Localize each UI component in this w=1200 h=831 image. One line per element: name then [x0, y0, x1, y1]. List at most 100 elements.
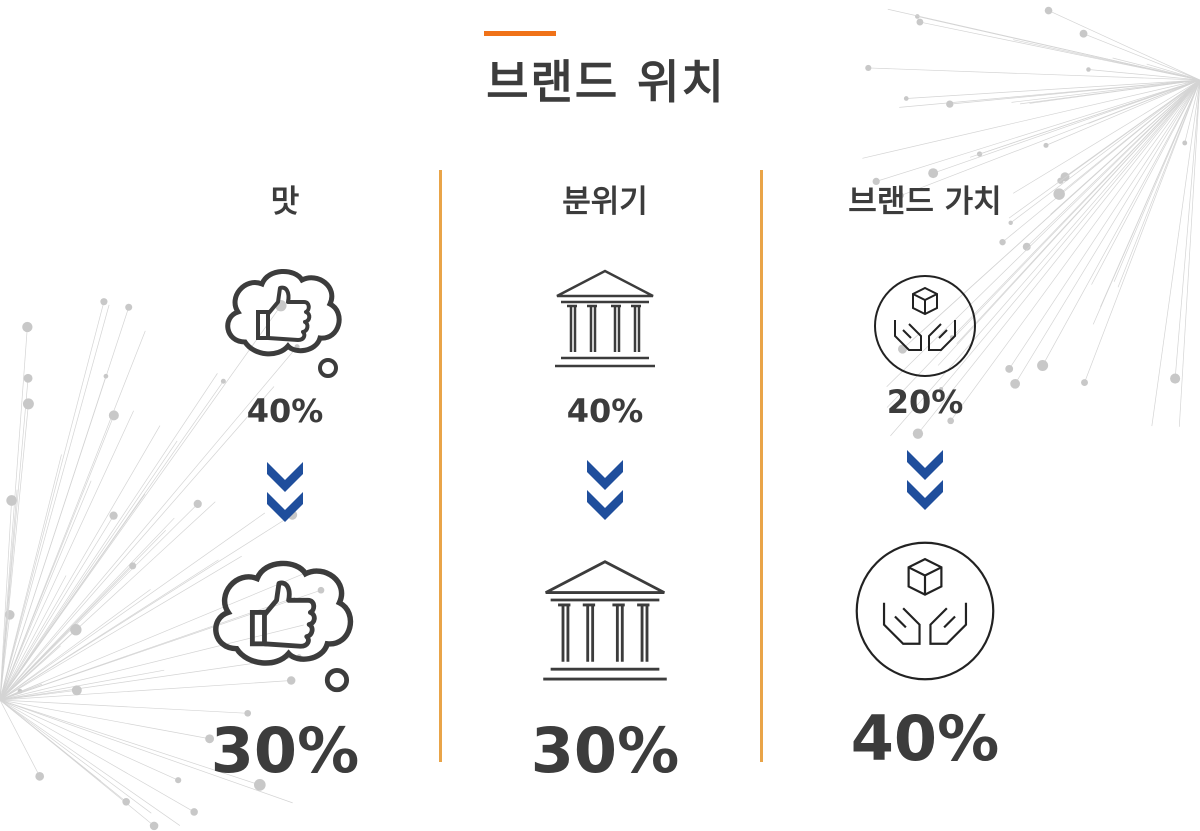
- network-line: [950, 79, 1200, 422]
- network-line: [1083, 33, 1200, 81]
- hands-holding-box-icon: [874, 275, 976, 377]
- network-line: [0, 381, 224, 701]
- network-node: [1081, 379, 1088, 387]
- network-line: [1112, 57, 1200, 81]
- before-percentage: 40%: [566, 392, 644, 430]
- network-node: [939, 387, 944, 392]
- network-node: [903, 96, 909, 101]
- network-line: [0, 386, 275, 701]
- network-node: [912, 428, 924, 439]
- network-line: [0, 680, 292, 701]
- classical-building-icon: [543, 560, 667, 681]
- before-percentage: 40%: [246, 392, 324, 430]
- thumbs-up-thought-cloud-icon: [225, 269, 342, 378]
- network-node: [220, 378, 226, 384]
- network-line: [0, 699, 179, 781]
- network-node: [1043, 142, 1049, 148]
- network-line: [1011, 79, 1200, 103]
- network-line: [0, 699, 181, 826]
- network-line: [0, 656, 300, 701]
- network-line: [0, 699, 248, 714]
- network-node: [193, 499, 202, 509]
- network-node: [125, 303, 133, 311]
- network-line: [0, 346, 298, 701]
- network-line: [0, 378, 29, 701]
- network-line: [1048, 10, 1200, 81]
- network-line: [0, 555, 242, 701]
- network-node: [916, 18, 924, 26]
- network-node: [898, 192, 904, 199]
- network-line: [917, 79, 1200, 434]
- network-line: [0, 301, 105, 701]
- network-node: [1170, 373, 1181, 384]
- network-line: [0, 589, 151, 701]
- network-node: [6, 495, 17, 506]
- title-accent-bar: [484, 31, 556, 36]
- network-node: [1182, 140, 1188, 146]
- network-node: [928, 168, 939, 179]
- network-line: [868, 67, 1200, 81]
- network-line: [0, 376, 107, 701]
- network-node: [122, 797, 130, 806]
- network-line: [0, 699, 260, 786]
- network-line: [0, 454, 62, 701]
- network-line: [0, 415, 115, 701]
- network-line: [1042, 79, 1200, 366]
- network-node: [1037, 359, 1049, 372]
- network-line: [1088, 69, 1200, 81]
- network-node: [865, 64, 872, 72]
- network-line: [906, 79, 1200, 99]
- network-line: [951, 79, 1200, 338]
- network-node: [1053, 188, 1065, 200]
- network-line: [0, 403, 29, 701]
- network-line: [0, 699, 210, 740]
- column-divider: [760, 170, 763, 762]
- network-line: [0, 440, 178, 701]
- thumbs-up-thought-cloud-icon: [213, 560, 353, 693]
- network-line: [940, 79, 1200, 390]
- network-node: [149, 821, 159, 831]
- network-line: [0, 575, 67, 701]
- network-line: [902, 79, 1200, 350]
- network-node: [23, 373, 33, 383]
- network-line: [862, 79, 1200, 159]
- network-node: [175, 777, 182, 784]
- network-line: [1146, 63, 1200, 81]
- network-node: [1010, 378, 1020, 389]
- network-line: [937, 79, 1200, 366]
- network-line: [1091, 79, 1200, 285]
- network-node: [1086, 67, 1091, 72]
- column-atmosphere: 분위기 40% 30%: [455, 0, 755, 831]
- network-line: [0, 514, 293, 701]
- column-brand-value: 브랜드 가치 20% 40%: [775, 0, 1075, 831]
- network-line: [1010, 79, 1200, 224]
- network-node: [205, 734, 215, 744]
- network-line: [1184, 79, 1200, 144]
- network-node: [71, 685, 82, 696]
- double-chevron-down-icon: [267, 462, 303, 522]
- network-node: [1079, 29, 1088, 38]
- network-node: [1008, 220, 1013, 226]
- network-line: [0, 326, 28, 701]
- network-line: [886, 79, 1200, 387]
- network-line: [890, 79, 1200, 437]
- network-node: [244, 709, 252, 717]
- double-chevron-down-icon: [907, 450, 943, 510]
- column-divider: [439, 170, 442, 762]
- network-line: [1178, 79, 1200, 427]
- network-line: [887, 8, 1200, 81]
- network-line: [0, 669, 165, 701]
- network-node: [109, 511, 118, 520]
- network-node: [1044, 6, 1053, 15]
- network-line: [0, 567, 317, 701]
- network-line: [0, 699, 41, 777]
- column-heading: 분위기: [562, 184, 648, 220]
- network-node: [946, 100, 954, 108]
- network-line: [0, 512, 266, 701]
- network-node: [108, 410, 119, 421]
- before-percentage: 20%: [886, 383, 964, 421]
- network-line: [1117, 79, 1200, 288]
- network-line: [0, 425, 161, 701]
- column-heading: 맛: [270, 184, 300, 220]
